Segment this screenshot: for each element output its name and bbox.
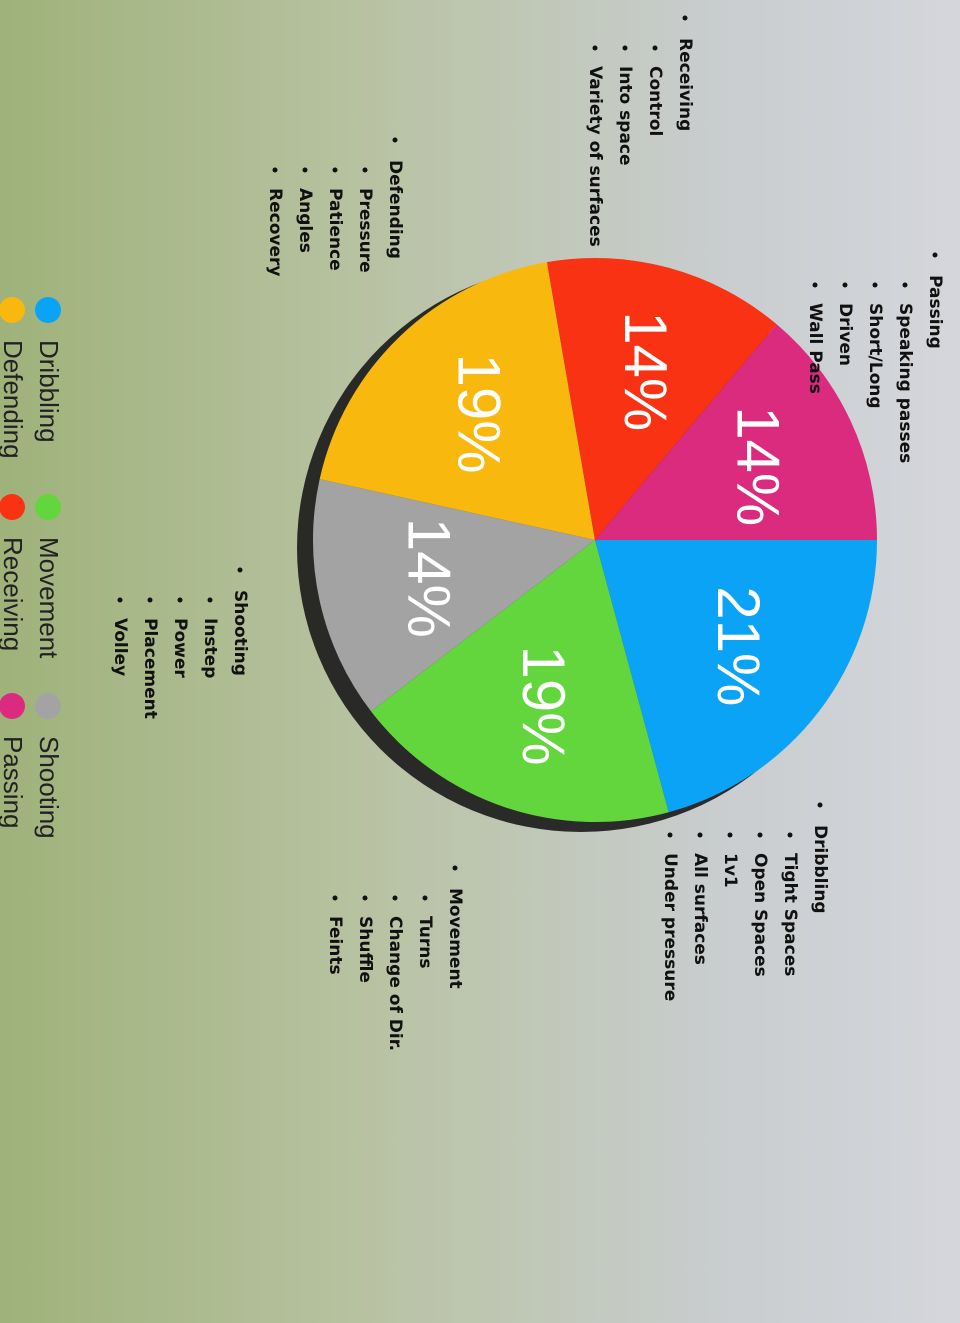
topic-item: Patience [325,188,345,271]
topic-title: Movement [445,888,465,989]
topic-title: Dribbling [810,825,830,914]
bullet [933,253,938,258]
topic-item: Turns [415,916,435,968]
legend-swatch [0,297,25,323]
topic-item: Angles [295,188,315,253]
bullet [208,598,213,603]
bullet [333,168,338,173]
topic-item: Recovery [265,188,285,276]
legend-swatch [35,693,61,719]
legend-label: Receiving [0,537,28,651]
bullet [668,833,673,838]
topic-title: Shooting [230,590,250,676]
bullet [873,283,878,288]
legend-label: Movement [34,537,64,659]
topic-item: Under pressure [660,853,680,1001]
legend-swatch [35,494,61,520]
bullet [728,833,733,838]
bullet [148,598,153,603]
bullet [843,283,848,288]
legend-swatch [35,297,61,323]
topic-item: All surfaces [690,853,710,965]
legend-label: Dribbling [34,340,64,443]
rotated-canvas: 21% 19% 14% 19% 14% 14% Dribbling Movement Shoot… [0,16,945,1052]
topic-item: 1v1 [720,853,740,888]
topic-item: Control [645,66,665,136]
bullet [423,896,428,901]
topic-item: Shuffle [355,916,375,983]
bullet [593,46,598,51]
legend-swatch [0,494,25,520]
bullet [333,896,338,901]
legend-label: Shooting [34,736,64,839]
topic-item: Variety of surfaces [585,66,605,247]
bullet [683,16,688,21]
legend-label: Passing [0,736,28,829]
topic-item: Instep [200,618,220,678]
bullet [623,46,628,51]
slice-label: 19% [510,646,577,766]
topic-item: Into space [615,66,635,166]
bullet [453,866,458,871]
bullet [818,803,823,808]
topic-item: Wall Pass [805,303,825,394]
topic-title: Passing [925,275,945,349]
topic-item: Short/Long [865,303,885,409]
topic-item: Volley [110,618,130,676]
bullet [363,168,368,173]
slice-label: 19% [445,353,512,473]
bullet [758,833,763,838]
bullet [698,833,703,838]
topic-item: Power [170,618,190,678]
bullet [788,833,793,838]
legend-swatch [0,693,25,719]
topic-title: Receiving [675,38,695,131]
slice-label: 14% [395,518,462,638]
slice-label: 14% [725,406,792,526]
bullet [178,598,183,603]
topic-item: Open Spaces [750,853,770,977]
chart: 21% 19% 14% 19% 14% 14% Dribbling Movement Shoot… [0,0,960,1323]
bullet [903,283,908,288]
bullet [653,46,658,51]
bullet [303,168,308,173]
topic-item: Feints [325,916,345,975]
topic-item: Driven [835,303,855,366]
slice-label: 14% [612,311,679,431]
topic-item: Placement [140,618,160,719]
topic-item: Tight Spaces [780,853,800,976]
topic-title: Defending [385,160,405,259]
bullet [393,138,398,143]
bullet [813,283,818,288]
bullet [363,896,368,901]
bullet [393,896,398,901]
topic-item: Pressure [355,188,375,273]
topic-item: Change of Dir. [385,916,405,1051]
bullet [238,568,243,573]
bullet [118,598,123,603]
legend-label: Defending [0,340,28,459]
slice-label: 21% [705,586,772,706]
bullet [273,168,278,173]
topic-item: Speaking passes [895,303,915,463]
